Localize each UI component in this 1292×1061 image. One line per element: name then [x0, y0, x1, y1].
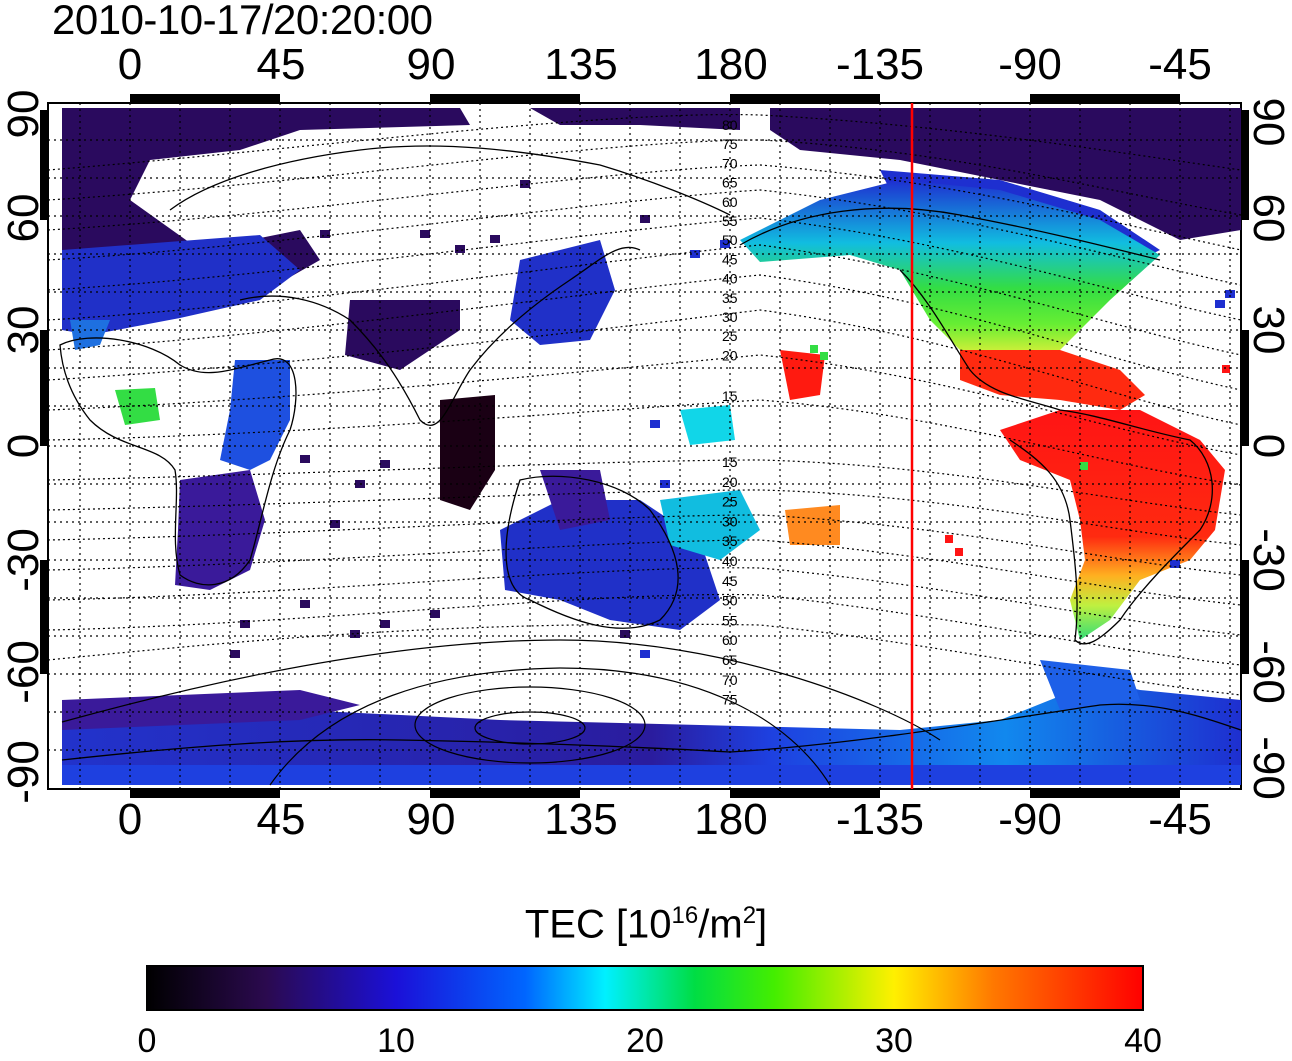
lat-tick-left: 30 — [0, 305, 48, 355]
contour-label-group: 80 75 70 65 60 55 50 45 40 35 30 25 20 15 15 20 25 30 35 40… — [722, 117, 738, 708]
contour-label: 60 — [722, 194, 738, 210]
colorbar-title-exp2: 2 — [742, 902, 757, 929]
plot-title: 2010-10-17/20:20:00 — [52, 0, 433, 43]
lon-tick-top: -45 — [1148, 40, 1212, 89]
lat-tick-right: 90 — [1244, 97, 1292, 147]
contour-label: 30 — [722, 309, 738, 325]
contour-label: 55 — [722, 612, 738, 628]
lon-tick-bottom: 135 — [544, 795, 618, 844]
contour-label: 15 — [722, 454, 738, 470]
contour-label: 55 — [722, 213, 738, 229]
contour-label: 15 — [722, 388, 738, 404]
lon-tick-bottom: 90 — [406, 795, 456, 844]
lon-tick-bottom: -45 — [1148, 795, 1212, 844]
lat-tick-left: 0 — [0, 433, 48, 459]
frame-tick-bars — [40, 94, 1249, 798]
lon-tick-top: -135 — [835, 40, 925, 89]
contour-label: 45 — [722, 573, 738, 589]
contour-label: 65 — [722, 652, 738, 668]
contour-label: 75 — [722, 136, 738, 152]
colorbar-tick: 20 — [626, 1022, 664, 1060]
colorbar-tick: 40 — [1124, 1022, 1162, 1060]
contour-label: 45 — [722, 251, 738, 267]
contour-label: 35 — [722, 533, 738, 549]
lon-tick-top: 0 — [117, 40, 143, 89]
colorbar-tick: 0 — [137, 1022, 157, 1060]
colorbar-title-mid: /m — [698, 902, 743, 947]
lon-tick-bottom: 45 — [256, 795, 306, 844]
lat-tick-left: 90 — [0, 89, 48, 139]
lon-tick-top: 135 — [544, 40, 618, 89]
lon-tick-bottom: 180 — [694, 795, 768, 844]
contour-label: 40 — [722, 553, 738, 569]
lat-tick-right: 60 — [1244, 193, 1292, 243]
colorbar-title-prefix: TEC [10 — [524, 902, 672, 947]
contour-label: 50 — [722, 593, 738, 609]
lat-tick-left: 60 — [0, 193, 48, 243]
magnetic-contours — [48, 114, 1241, 696]
contour-label: 35 — [722, 290, 738, 306]
contour-label: 40 — [722, 271, 738, 287]
contour-label: 25 — [722, 328, 738, 344]
lon-tick-bottom: 0 — [117, 795, 143, 844]
lat-tick-right: -90 — [1244, 736, 1292, 800]
contour-label: 50 — [722, 232, 738, 248]
colorbar — [146, 965, 1144, 1011]
lon-tick-top: 45 — [256, 40, 306, 89]
contour-label: 60 — [722, 632, 738, 648]
contour-label: 20 — [722, 474, 738, 490]
contour-label: 75 — [722, 692, 738, 708]
lon-tick-bottom: -90 — [998, 795, 1062, 844]
lat-tick-right: -30 — [1244, 528, 1292, 592]
contour-label: 70 — [722, 155, 738, 171]
colorbar-tick: 10 — [377, 1022, 415, 1060]
contour-label: 65 — [722, 175, 738, 191]
colorbar-title: TEC [1016/m2] — [0, 902, 1292, 947]
lat-tick-left: -30 — [0, 528, 48, 592]
polar-contours — [61, 639, 941, 786]
contour-label: 30 — [722, 513, 738, 529]
tec-data-layer — [62, 108, 1241, 785]
lat-tick-right: -60 — [1244, 640, 1292, 704]
coastlines — [59, 145, 1241, 761]
grid-lines — [48, 103, 1241, 789]
lon-tick-top: 90 — [406, 40, 456, 89]
colorbar-tick: 30 — [875, 1022, 913, 1060]
colorbar-title-suffix: ] — [756, 902, 768, 947]
lat-tick-left: -90 — [0, 740, 48, 804]
colorbar-title-exp: 16 — [671, 902, 699, 929]
lon-tick-top: 180 — [694, 40, 768, 89]
contour-label: 20 — [722, 347, 738, 363]
lat-tick-right: 30 — [1244, 305, 1292, 355]
contour-label: 70 — [722, 672, 738, 688]
contour-label: 80 — [722, 117, 738, 133]
contour-label: 25 — [722, 494, 738, 510]
lat-tick-left: -60 — [0, 640, 48, 704]
lon-tick-bottom: -135 — [835, 795, 925, 844]
lon-tick-top: -90 — [998, 40, 1062, 89]
lat-tick-right: 0 — [1244, 433, 1292, 459]
